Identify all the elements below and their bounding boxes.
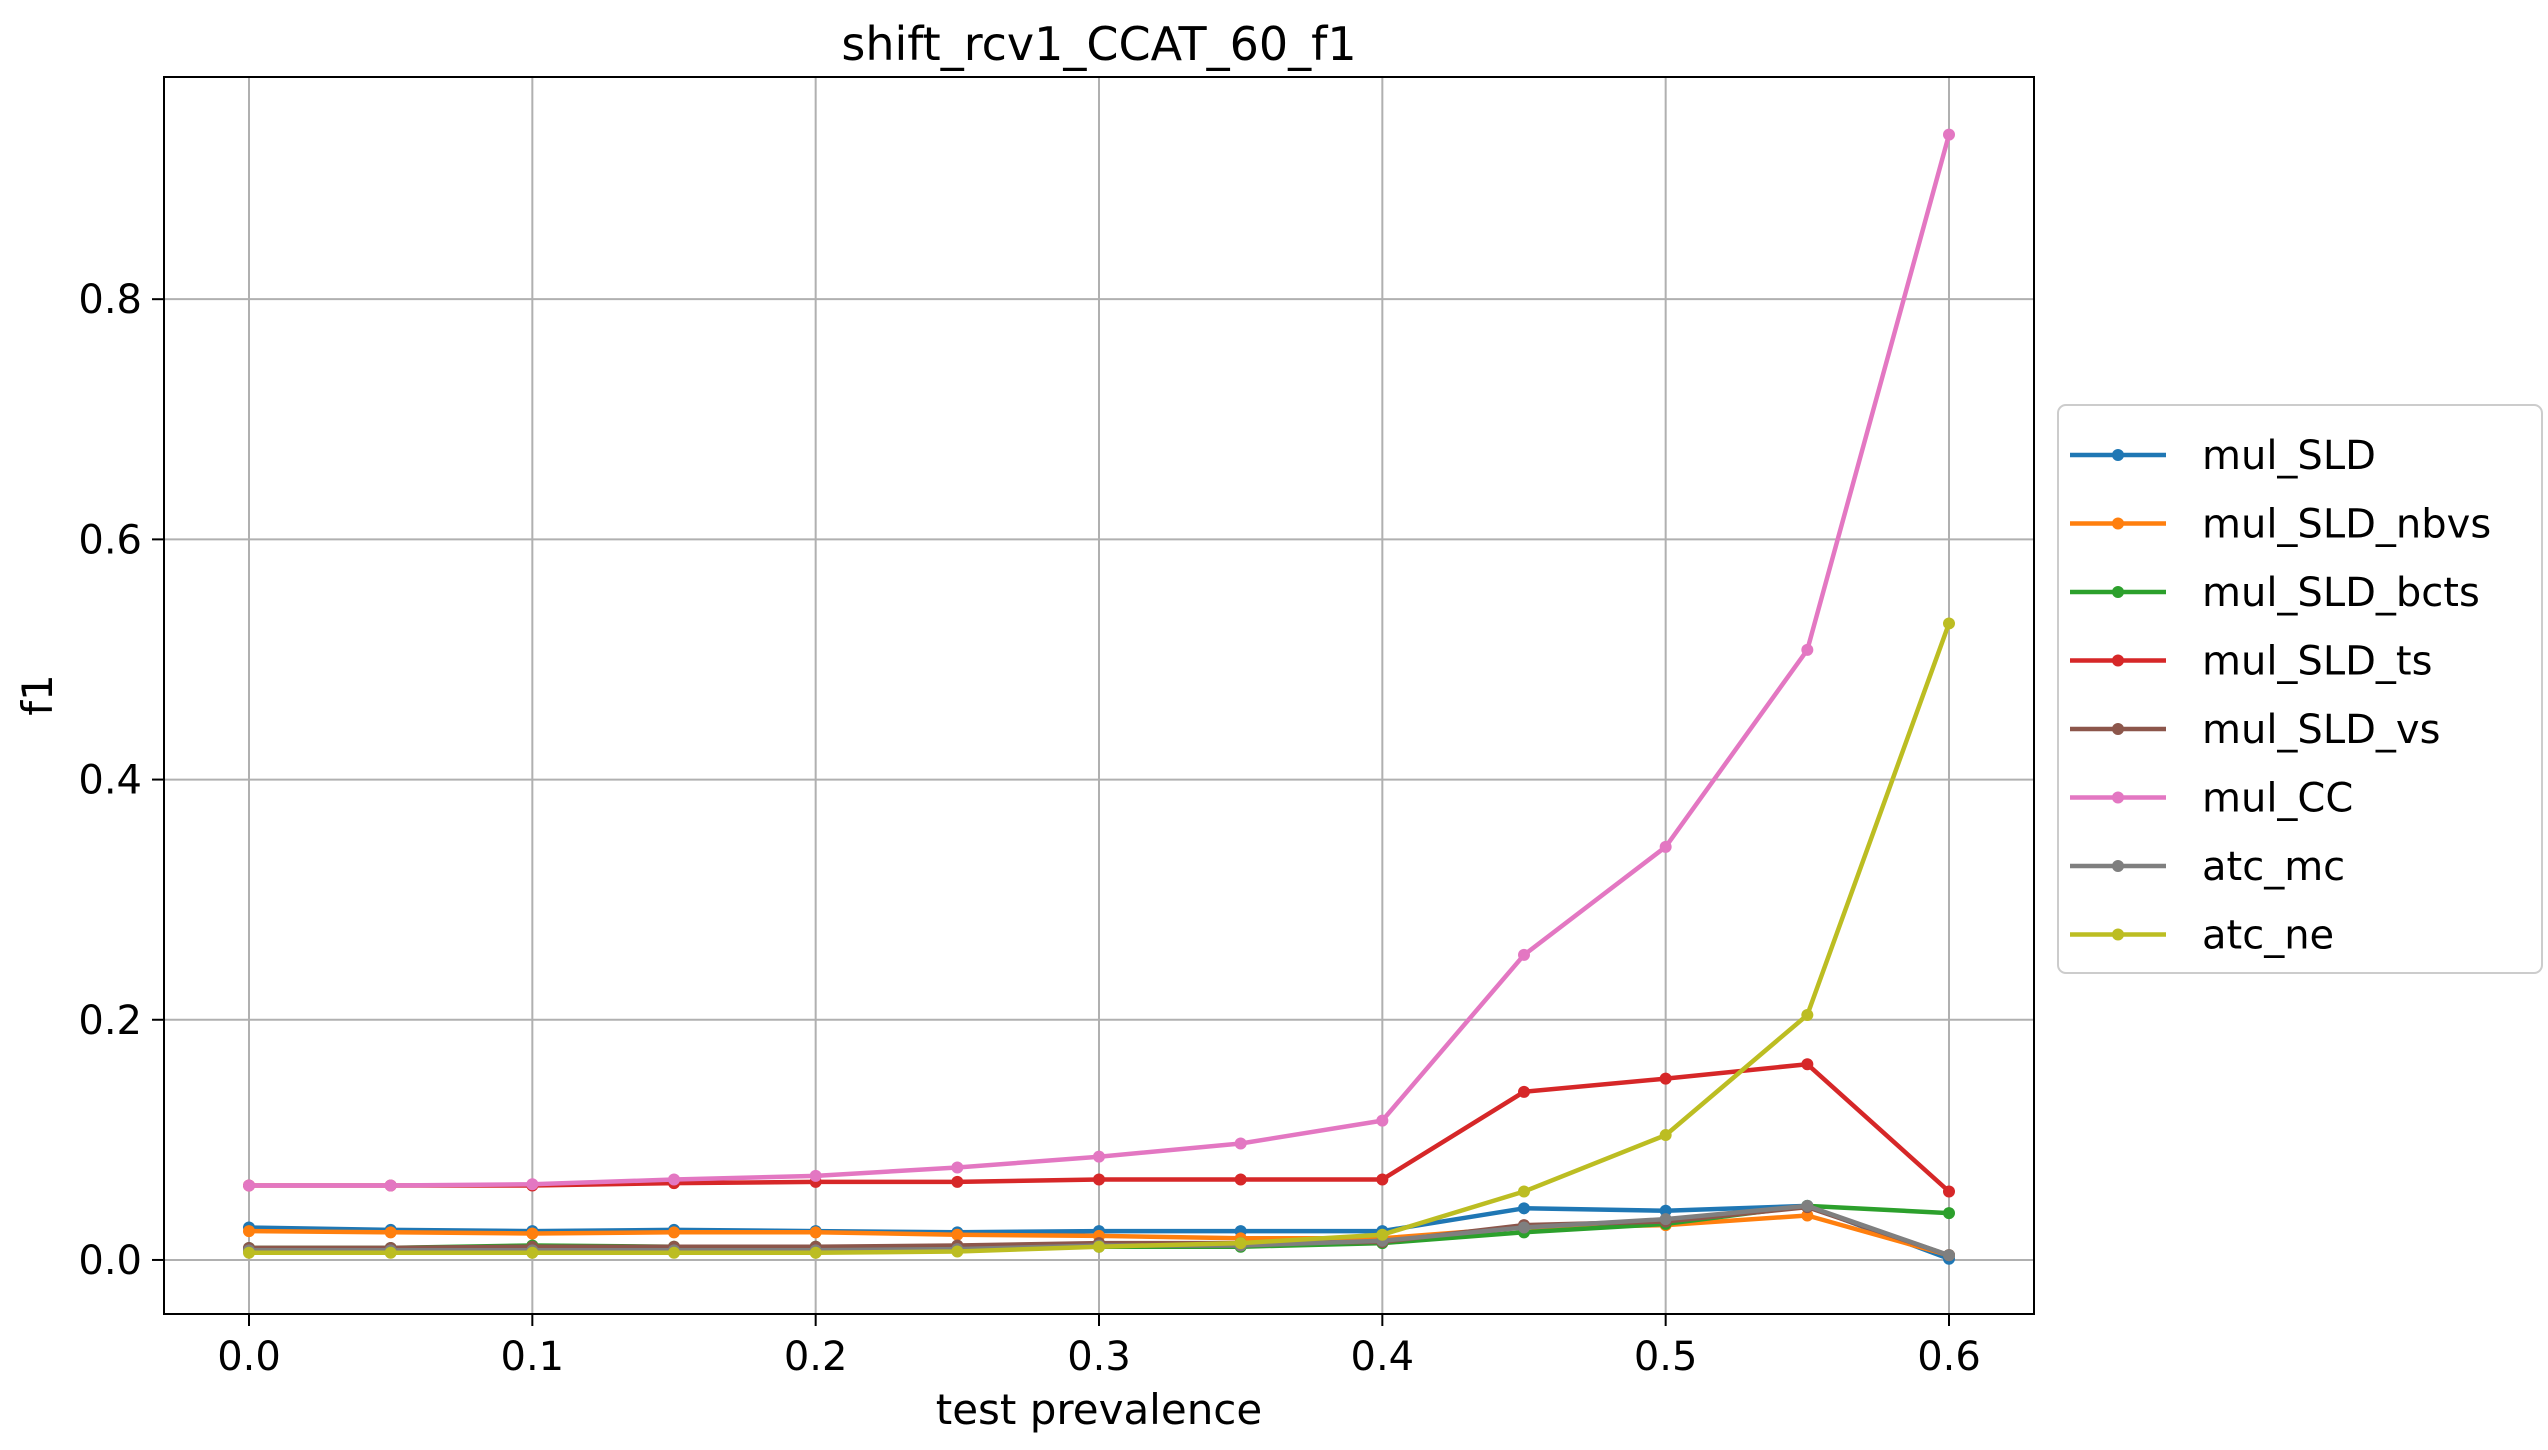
ticks-layer: 0.0 0.1 0.2 0.3 0.4 0.5 0.6 0.0 0.2 0.4 0.6 0.8: [78, 277, 1980, 1380]
data-point: [809, 1169, 822, 1182]
y-tick-label: 0.2: [78, 998, 142, 1044]
data-point: [1943, 1249, 1955, 1262]
series-atc-ne: [243, 617, 1955, 1259]
chart-title: shift_rcv1_CCAT_60_f1: [841, 17, 1356, 71]
data-point: [1518, 1221, 1530, 1234]
legend-label: mul_CC: [2202, 776, 2353, 822]
data-point: [1518, 1185, 1530, 1198]
data-point: [951, 1175, 964, 1188]
data-point: [1093, 1150, 1105, 1163]
y-tick-label: 0.0: [78, 1238, 142, 1284]
data-point: [526, 1246, 539, 1259]
legend-items: mul_SLD mul_SLD_nbvs mul_SLD_bcts mul_SLD_t…: [2070, 433, 2491, 959]
data-point: [668, 1246, 680, 1259]
legend-label: mul_SLD_bcts: [2202, 570, 2480, 616]
data-point: [1659, 1129, 1672, 1142]
x-tick-label: 0.1: [501, 1334, 565, 1380]
legend-label: mul_SLD: [2202, 433, 2376, 479]
x-tick-label: 0.5: [1634, 1334, 1698, 1380]
legend-swatch-marker: [2112, 723, 2124, 735]
data-point: [1376, 1114, 1389, 1127]
data-point: [809, 1226, 822, 1239]
data-point: [1801, 1008, 1814, 1021]
data-point: [1093, 1173, 1105, 1186]
legend-entry: mul_SLD_ts: [2070, 639, 2432, 685]
data-point: [668, 1226, 680, 1239]
data-point: [1943, 128, 1955, 141]
y-tick-label: 0.6: [78, 517, 142, 563]
data-point: [1801, 643, 1814, 656]
legend-entry: mul_SLD_nbvs: [2070, 502, 2491, 548]
data-point: [1659, 1204, 1672, 1217]
legend-frame: [2057, 404, 2543, 974]
y-axis-label: f1: [13, 674, 62, 716]
legend-swatch-marker: [2112, 654, 2124, 667]
data-point: [809, 1246, 822, 1259]
legend-label: mul_SLD_nbvs: [2202, 502, 2491, 548]
legend-entry: mul_SLD: [2070, 433, 2376, 479]
data-point: [668, 1173, 680, 1186]
data-point: [526, 1178, 539, 1191]
x-tick-label: 0.0: [217, 1334, 281, 1380]
legend-entry: atc_ne: [2070, 913, 2334, 959]
data-point: [1659, 1072, 1672, 1085]
data-point: [1943, 1207, 1955, 1220]
data-point: [1376, 1173, 1389, 1186]
data-point: [1518, 1085, 1530, 1098]
data-point: [1234, 1237, 1247, 1250]
data-point: [526, 1227, 539, 1240]
legend-swatch-marker: [2112, 791, 2124, 804]
legend-entry: mul_SLD_bcts: [2070, 570, 2480, 616]
data-point: [1234, 1137, 1247, 1150]
data-point: [243, 1246, 255, 1259]
legend-label: mul_SLD_ts: [2202, 639, 2432, 685]
data-point: [1234, 1173, 1247, 1186]
data-point: [384, 1246, 397, 1259]
legend: mul_SLD mul_SLD_nbvs mul_SLD_bcts mul_SLD_t…: [2057, 404, 2543, 974]
data-point: [384, 1179, 397, 1192]
legend-swatch-marker: [2112, 517, 2124, 530]
series-layer: [243, 128, 1955, 1265]
legend-entry: mul_SLD_vs: [2070, 707, 2440, 753]
legend-entry: mul_CC: [2070, 776, 2353, 822]
data-point: [1659, 840, 1672, 853]
y-tick-label: 0.4: [78, 758, 142, 804]
y-tick-label: 0.8: [78, 277, 142, 323]
data-point: [1376, 1228, 1389, 1241]
grid-layer: [164, 77, 2034, 1314]
legend-label: mul_SLD_vs: [2202, 707, 2440, 753]
x-tick-label: 0.6: [1917, 1334, 1981, 1380]
data-point: [1659, 1213, 1672, 1226]
data-point: [243, 1179, 255, 1192]
data-point: [1801, 1209, 1814, 1222]
data-point: [1093, 1240, 1105, 1253]
data-point: [384, 1226, 397, 1239]
data-point: [1518, 948, 1530, 961]
legend-swatch-marker: [2112, 860, 2124, 872]
data-point: [1518, 1202, 1530, 1215]
x-tick-label: 0.4: [1351, 1334, 1415, 1380]
data-point: [951, 1245, 964, 1258]
data-point: [243, 1225, 255, 1238]
legend-label: atc_ne: [2202, 913, 2334, 959]
data-point: [1801, 1058, 1814, 1071]
legend-swatch-marker: [2112, 586, 2124, 598]
legend-swatch-marker: [2112, 928, 2124, 941]
legend-entry: atc_mc: [2070, 844, 2345, 890]
data-point: [1943, 1185, 1955, 1198]
legend-label: atc_mc: [2202, 844, 2345, 890]
x-tick-label: 0.2: [784, 1334, 848, 1380]
legend-swatch-marker: [2112, 449, 2124, 461]
x-tick-label: 0.3: [1067, 1334, 1131, 1380]
data-point: [951, 1161, 964, 1174]
series-mul-cc: [243, 128, 1955, 1192]
data-point: [1943, 617, 1955, 630]
data-point: [951, 1228, 964, 1241]
x-axis-label: test prevalence: [936, 1385, 1263, 1434]
data-point: [1801, 1199, 1814, 1212]
